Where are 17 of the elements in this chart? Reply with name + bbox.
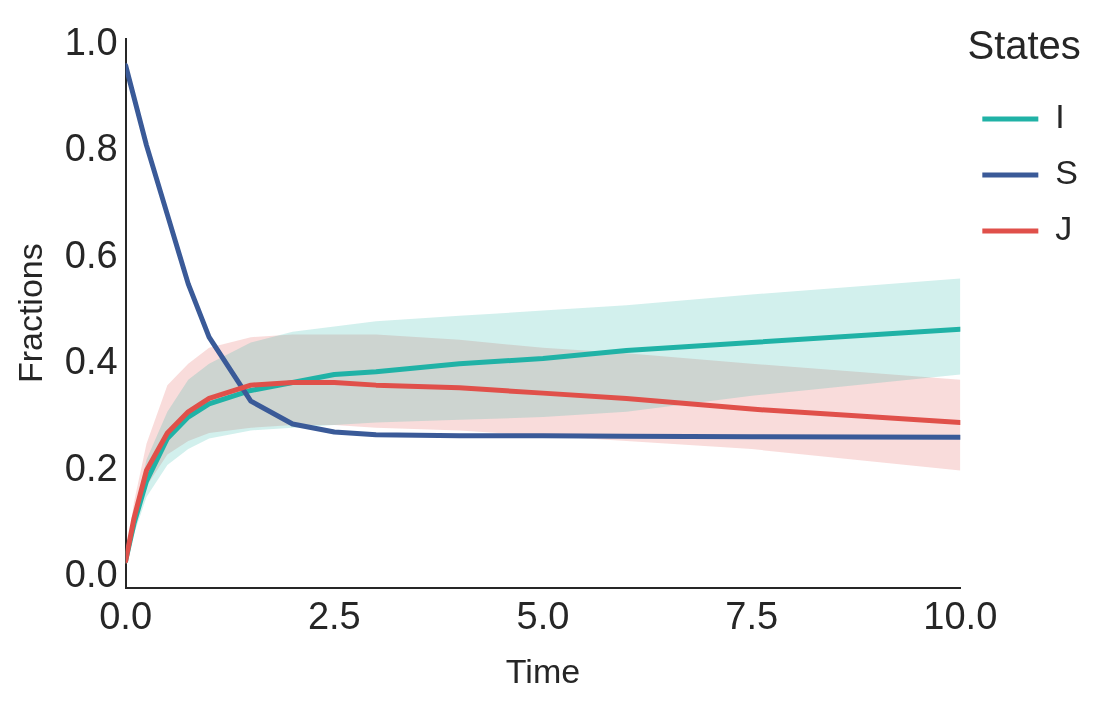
y-tick-label: 0.0 bbox=[64, 553, 118, 596]
legend-label: J bbox=[1055, 209, 1073, 248]
x-axis-title: Time bbox=[505, 651, 581, 690]
x-tick-label: 10.0 bbox=[923, 594, 998, 637]
y-tick-label: 0.4 bbox=[64, 340, 118, 383]
legend-label: I bbox=[1055, 97, 1065, 136]
y-tick-label: 0.2 bbox=[64, 446, 118, 489]
legend-title: States bbox=[967, 23, 1081, 68]
x-tick-label: 5.0 bbox=[516, 594, 570, 637]
y-tick-label: 0.6 bbox=[64, 233, 118, 276]
legend-label: S bbox=[1055, 153, 1079, 192]
x-tick-label: 0.0 bbox=[99, 594, 153, 637]
y-tick-label: 1.0 bbox=[64, 20, 118, 63]
x-tick-label: 7.5 bbox=[725, 594, 779, 637]
x-tick-label: 2.5 bbox=[307, 594, 361, 637]
y-axis-title: Fractions bbox=[10, 243, 49, 384]
y-tick-label: 0.8 bbox=[64, 127, 118, 170]
